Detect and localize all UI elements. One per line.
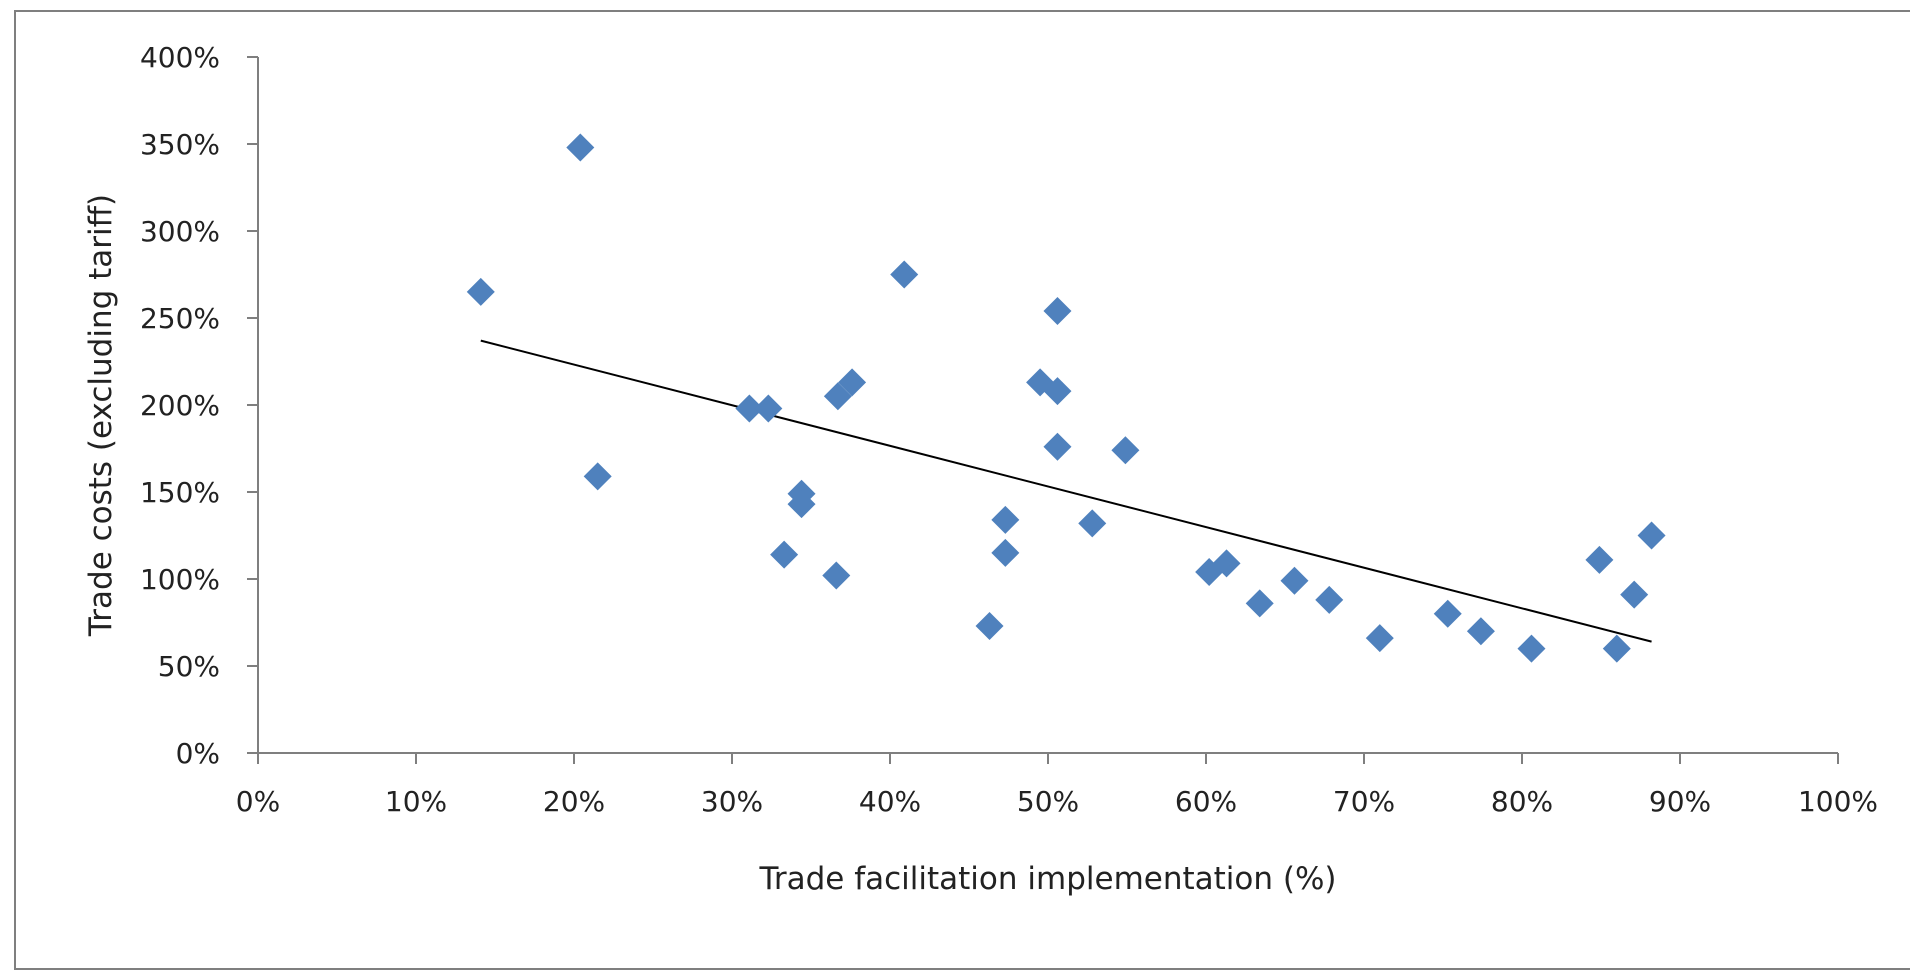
x-tick-label: 100%: [1798, 785, 1878, 818]
x-tick-label: 30%: [701, 785, 763, 818]
data-point: [1637, 521, 1666, 550]
data-point: [1517, 634, 1546, 663]
y-tick-label: 50%: [158, 650, 220, 683]
data-point: [1466, 617, 1495, 646]
data-point: [583, 462, 612, 491]
x-tick-label: 80%: [1491, 785, 1553, 818]
x-tick-label: 90%: [1649, 785, 1711, 818]
x-axis-title: Trade facilitation implementation (%): [758, 861, 1336, 897]
data-point: [1043, 297, 1072, 326]
data-point: [466, 277, 495, 306]
axes: 0% 50% 100% 150% 200% 250% 300% 350% 400% 0% 10% 20…: [140, 41, 1878, 818]
x-tick-label: 0%: [236, 785, 280, 818]
data-point: [1111, 436, 1140, 465]
data-point: [890, 260, 919, 289]
data-points: [466, 133, 1666, 663]
x-tick-label: 60%: [1175, 785, 1237, 818]
data-point: [1280, 566, 1309, 595]
scatter-chart: 0% 50% 100% 150% 200% 250% 300% 350% 400% 0% 10% 20…: [83, 41, 1878, 897]
y-tick-label: 200%: [140, 389, 220, 422]
data-point: [1620, 580, 1649, 609]
x-tick-label: 40%: [859, 785, 921, 818]
data-point: [787, 490, 816, 519]
data-point: [1043, 432, 1072, 461]
data-point: [838, 368, 867, 397]
data-point: [1602, 634, 1631, 663]
y-tick-label: 150%: [140, 476, 220, 509]
x-tick-label: 10%: [385, 785, 447, 818]
data-point: [822, 561, 851, 590]
data-point: [1245, 589, 1274, 618]
y-tick-label: 250%: [140, 302, 220, 335]
chart-frame: 0% 50% 100% 150% 200% 250% 300% 350% 400% 0% 10% 20…: [14, 10, 1910, 970]
x-tick-label: 50%: [1017, 785, 1079, 818]
y-tick-label: 0%: [176, 737, 220, 770]
y-tick-label: 350%: [140, 128, 220, 161]
data-point: [1043, 377, 1072, 406]
data-point: [823, 382, 852, 411]
data-point: [1365, 624, 1394, 653]
data-point: [1585, 545, 1614, 574]
data-point: [1315, 585, 1344, 614]
y-axis-title: Trade costs (excluding tariff): [83, 194, 119, 637]
trendline: [480, 339, 1652, 643]
data-point: [735, 394, 764, 423]
data-point: [566, 133, 595, 162]
data-point: [1212, 549, 1241, 578]
data-point: [975, 611, 1004, 640]
data-point: [991, 505, 1020, 534]
data-point: [754, 394, 783, 423]
data-point: [1433, 599, 1462, 628]
data-point: [1078, 509, 1107, 538]
y-tick-label: 100%: [140, 563, 220, 596]
y-tick-label: 300%: [140, 215, 220, 248]
x-tick-label: 70%: [1333, 785, 1395, 818]
trendline-group: [480, 339, 1652, 643]
data-point: [770, 540, 799, 569]
y-tick-label: 400%: [140, 41, 220, 74]
x-tick-label: 20%: [543, 785, 605, 818]
data-point: [991, 538, 1020, 567]
